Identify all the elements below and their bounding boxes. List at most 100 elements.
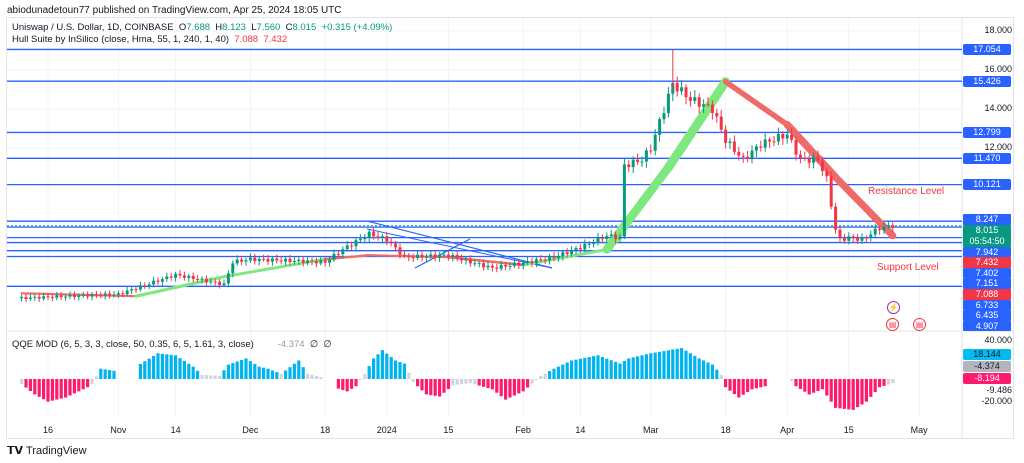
candle-body [455, 254, 459, 259]
candle-body [266, 258, 270, 262]
low-label: L [251, 22, 257, 33]
qqe-bar [187, 363, 191, 379]
candle-body [508, 265, 512, 267]
candle-body [416, 254, 420, 259]
qqe-bar [684, 350, 688, 379]
qqe-bar [526, 379, 530, 388]
qqe-bar [622, 360, 626, 379]
horizontal-levels [7, 48, 962, 287]
qqe-bar [719, 374, 723, 379]
candle-body [504, 264, 508, 267]
qqe-bar [763, 379, 767, 387]
lightning-event-icon[interactable]: ⚡ [887, 301, 900, 314]
candle-body [42, 296, 46, 299]
resistance-annotation: Resistance Level [868, 186, 945, 197]
time-tick-label: 2024 [376, 425, 397, 435]
qqe-bar [759, 379, 763, 388]
qqe-bar [420, 379, 424, 391]
candle-body [28, 297, 32, 300]
symbol-legend[interactable]: Uniswap / U.S. Dollar, 1D, COINBASE O7.6… [12, 22, 392, 33]
candle-body [279, 260, 283, 262]
qqe-bar [869, 379, 873, 397]
qqe-bar [825, 379, 829, 396]
us-flag-event-icon[interactable]: ▤ [913, 318, 926, 331]
qqe-value: -4.374 [277, 339, 305, 350]
candle-body [512, 262, 516, 266]
indicator-legend[interactable]: Hull Suite by InSilico (close, Hma, 55, … [12, 34, 287, 45]
qqe-bar [279, 373, 283, 379]
candle-body [20, 296, 24, 299]
time-tick-label: Apr [780, 425, 795, 435]
candle-body [684, 87, 688, 98]
qqe-bar [20, 379, 24, 385]
qqe-bar [490, 379, 494, 390]
candle-body [706, 104, 710, 106]
trendline-mid [366, 228, 553, 269]
qqe-value-label: -4.374 [963, 361, 1011, 372]
trendlines [366, 220, 553, 269]
qqe-bar [468, 379, 472, 384]
qqe-value-label: 18.144 [963, 349, 1011, 360]
candle-body [240, 259, 244, 262]
candle-body [306, 260, 310, 263]
qqe-bar [169, 354, 173, 379]
candle-body [174, 273, 178, 278]
candle-body [231, 263, 235, 274]
candle-body [486, 265, 490, 268]
qqe-bar [693, 355, 697, 379]
qqe-bar [248, 361, 252, 379]
qqe-bar [697, 358, 701, 379]
candle-body [548, 256, 552, 261]
qqe-bar [592, 356, 596, 379]
candle-body [882, 226, 886, 231]
candle-body [187, 275, 191, 278]
candle-body [847, 236, 851, 241]
qqe-bar [376, 354, 380, 379]
qqe-bar [266, 368, 270, 379]
qqe-bar [354, 379, 358, 387]
qqe-bar [358, 379, 362, 381]
qqe-bar [424, 379, 428, 395]
qqe-bar [521, 379, 525, 392]
qqe-legend[interactable]: QQE MOD (6, 5, 3, 3, close, 50, 0.35, 6,… [12, 339, 332, 350]
qqe-bar [174, 355, 178, 379]
candle-body [517, 262, 521, 266]
qqe-bar [156, 353, 160, 379]
candle-body [878, 228, 882, 231]
candle-body [367, 231, 371, 239]
candle-body [794, 139, 798, 155]
candle-body [812, 156, 816, 163]
qqe-bar [842, 379, 846, 409]
hull-segment [884, 227, 897, 240]
candle-body [561, 252, 565, 257]
qqe-bar [614, 361, 618, 379]
qqe-bar [389, 357, 393, 379]
qqe-bar [367, 366, 371, 379]
qqe-bar [666, 350, 670, 379]
candle-body [77, 295, 81, 298]
qqe-bar [534, 379, 538, 380]
candle-body [411, 257, 415, 259]
candle-body [253, 257, 257, 262]
qqe-bar [270, 370, 274, 379]
qqe-bar [253, 363, 257, 379]
candle-body [372, 231, 376, 237]
qqe-bar [829, 379, 833, 402]
candle-body [776, 133, 780, 142]
us-flag-event-icon[interactable]: ▤ [886, 318, 899, 331]
qqe-bar [640, 355, 644, 379]
candle-body [829, 176, 833, 207]
candle-body [886, 225, 890, 227]
level-price-label: 7.942 [963, 246, 1011, 258]
candle-body [526, 261, 530, 263]
qqe-bar [143, 361, 147, 379]
time-tick-label: 18 [320, 425, 331, 435]
tradingview-logo[interactable]: 𝗧𝗩 TradingView [7, 444, 87, 458]
candle-body [121, 293, 125, 295]
brand-name: TradingView [26, 444, 87, 457]
candle-body [724, 129, 728, 143]
candle-body [798, 154, 802, 158]
candle-body [116, 293, 120, 295]
empty-set-icon: ∅ [309, 339, 319, 350]
